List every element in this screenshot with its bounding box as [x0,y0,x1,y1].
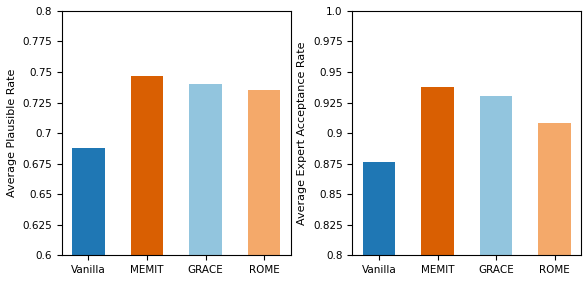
Bar [189,84,222,282]
Bar [422,87,453,282]
Bar [131,76,163,282]
Bar [363,162,395,282]
Bar [480,96,512,282]
Bar [248,90,280,282]
Bar [72,148,105,282]
Y-axis label: Average Expert Acceptance Rate: Average Expert Acceptance Rate [298,41,308,225]
Bar [539,123,571,282]
Y-axis label: Average Plausible Rate: Average Plausible Rate [7,69,17,197]
